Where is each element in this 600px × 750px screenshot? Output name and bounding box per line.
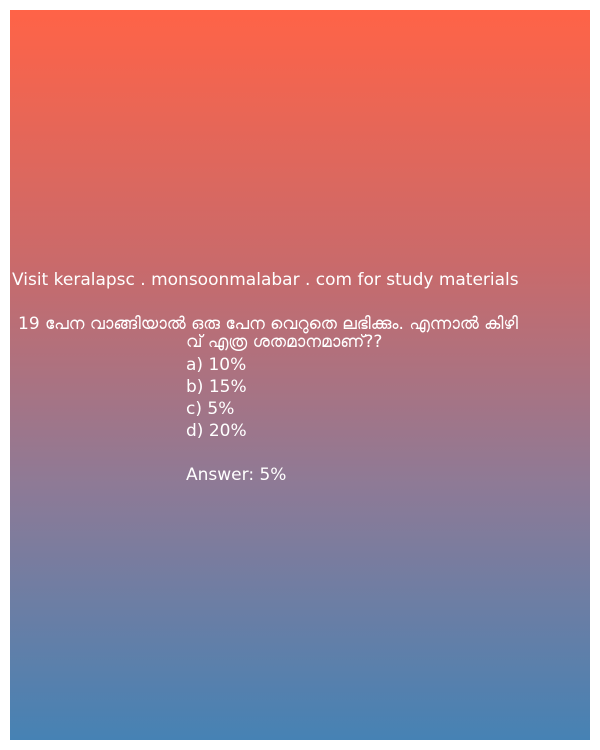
question-text-line-1: 19 പേന വാങ്ങിയാൽ ഒരു പേന വെറുതെ ലഭിക്കും… — [18, 314, 518, 334]
option-c: c) 5% — [186, 399, 235, 419]
option-d: d) 20% — [186, 421, 247, 441]
option-a: a) 10% — [186, 355, 247, 375]
quiz-card: Visit keralapsc . monsoonmalabar . com f… — [10, 10, 590, 740]
site-promo-text: Visit keralapsc . monsoonmalabar . com f… — [12, 270, 519, 290]
answer-text: Answer: 5% — [186, 465, 287, 485]
option-b: b) 15% — [186, 377, 247, 397]
question-text-line-2: വ് എത്ര ശതമാനമാണ്?? — [186, 332, 383, 352]
